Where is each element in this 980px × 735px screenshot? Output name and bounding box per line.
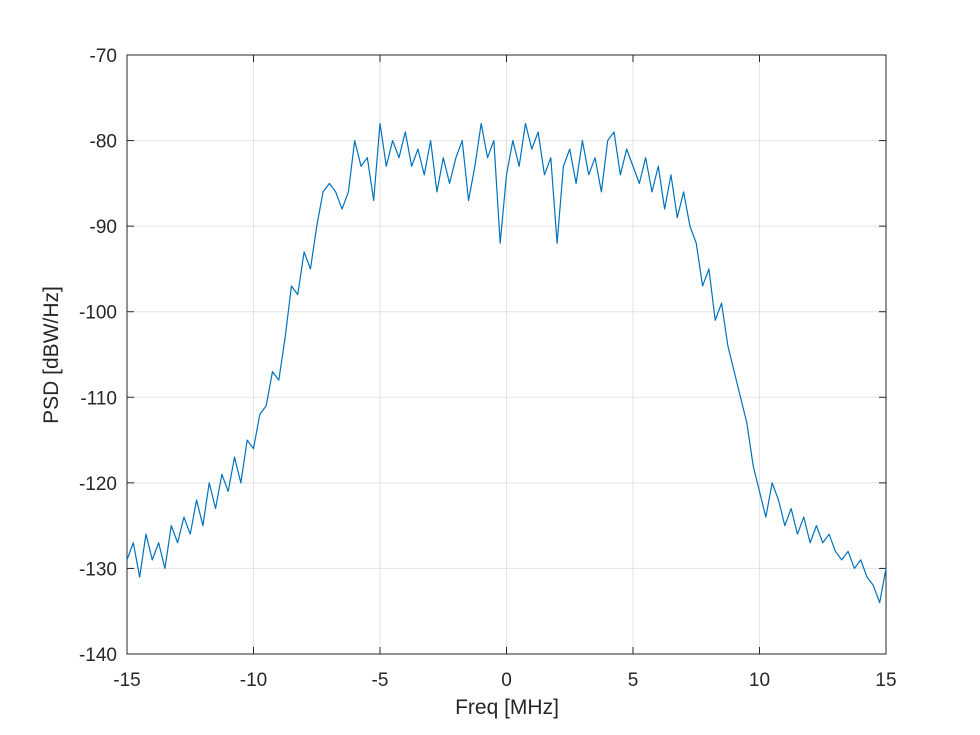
y-tick-label: -130 bbox=[79, 559, 117, 580]
y-tick-label: -90 bbox=[90, 217, 117, 238]
x-tick-label: 5 bbox=[628, 670, 639, 691]
y-tick-label: -120 bbox=[79, 474, 117, 495]
axes-box bbox=[126, 54, 887, 655]
x-axis-label: Freq [MHz] bbox=[455, 696, 559, 719]
y-tick-label: -100 bbox=[79, 303, 117, 324]
x-tick-label: -5 bbox=[372, 670, 389, 691]
x-tick-label: -15 bbox=[113, 670, 140, 691]
y-tick-label: -140 bbox=[79, 645, 117, 666]
y-tick-label: -80 bbox=[90, 132, 117, 153]
x-tick-label: 0 bbox=[501, 670, 512, 691]
x-tick-label: 10 bbox=[749, 670, 770, 691]
series-line bbox=[126, 122, 887, 604]
x-tick-label: 15 bbox=[875, 670, 896, 691]
y-axis-label: PSD [dBW/Hz] bbox=[40, 286, 63, 424]
x-tick-label: -10 bbox=[240, 670, 267, 691]
y-tick-label: -70 bbox=[90, 46, 117, 67]
y-tick-label: -110 bbox=[80, 388, 117, 409]
